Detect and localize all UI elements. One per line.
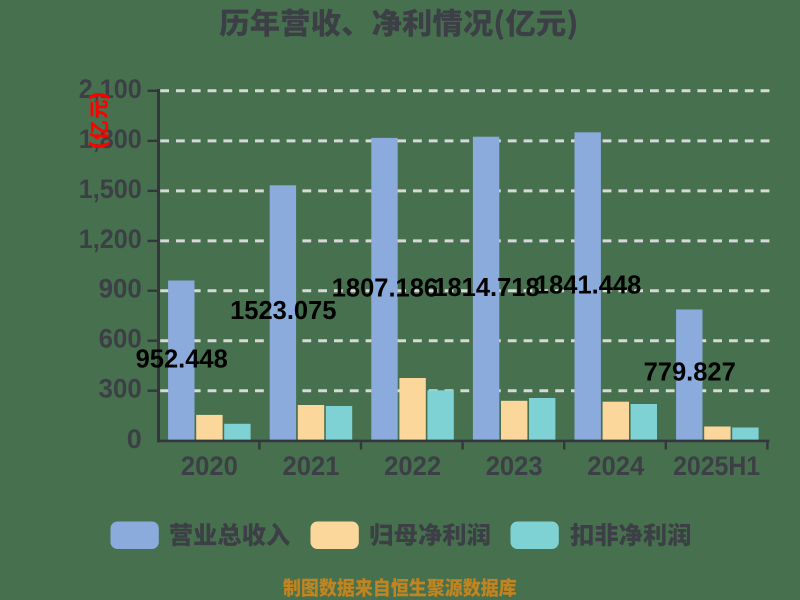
svg-text:600: 600 bbox=[99, 324, 142, 354]
svg-text:1,500: 1,500 bbox=[79, 174, 142, 204]
svg-text:1841.448: 1841.448 bbox=[535, 272, 641, 300]
svg-text:2024: 2024 bbox=[587, 451, 644, 481]
svg-text:0: 0 bbox=[127, 424, 142, 454]
svg-text:1814.718: 1814.718 bbox=[433, 274, 539, 302]
svg-text:779.827: 779.827 bbox=[644, 359, 736, 387]
svg-text:1,800: 1,800 bbox=[79, 124, 142, 154]
svg-text:900: 900 bbox=[99, 274, 142, 304]
svg-text:952.448: 952.448 bbox=[136, 345, 228, 373]
svg-text:2022: 2022 bbox=[384, 451, 441, 481]
svg-text:1807.186: 1807.186 bbox=[332, 274, 438, 302]
svg-text:2,100: 2,100 bbox=[79, 74, 142, 104]
svg-text:1523.075: 1523.075 bbox=[230, 297, 336, 325]
svg-text:2020: 2020 bbox=[181, 451, 238, 481]
svg-text:300: 300 bbox=[99, 374, 142, 404]
svg-text:2021: 2021 bbox=[283, 451, 340, 481]
svg-text:1,200: 1,200 bbox=[79, 224, 142, 254]
svg-text:2025H1: 2025H1 bbox=[673, 451, 760, 481]
svg-text:2023: 2023 bbox=[486, 451, 543, 481]
